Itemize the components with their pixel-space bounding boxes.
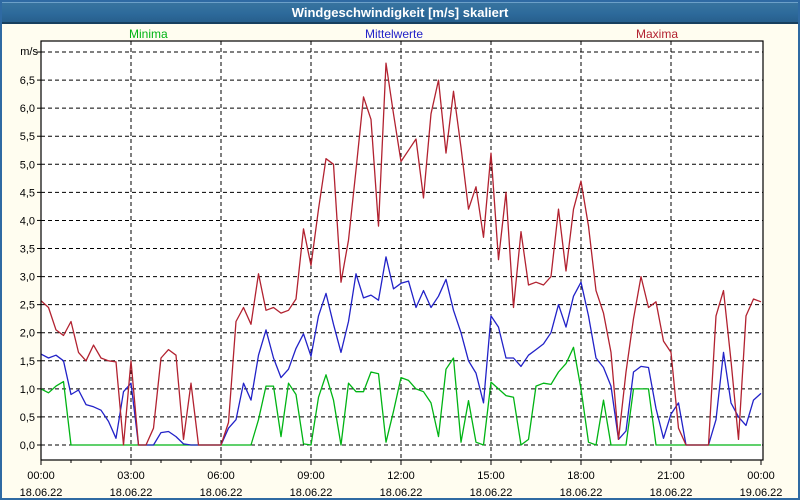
y-tick-label: 1,0 — [20, 384, 35, 396]
y-tick-label: 2,0 — [20, 328, 35, 340]
x-tick-time-label: 12:00 — [387, 470, 415, 482]
x-tick-date-label: 19.06.22 — [740, 487, 783, 499]
x-tick-time-label: 00:00 — [27, 470, 55, 482]
x-tick-time-label: 09:00 — [297, 470, 325, 482]
series-line-maxima — [40, 62, 762, 446]
x-tick-time-label: 21:00 — [657, 470, 685, 482]
y-tick-label: 3,5 — [20, 244, 35, 256]
y-tick-label: 0,0 — [20, 440, 35, 452]
y-tick-label: 3,0 — [20, 272, 35, 284]
x-tick-date-label: 18.06.22 — [560, 487, 603, 499]
legend-minima-label: Minima — [129, 27, 168, 41]
y-tick-label: 2,5 — [20, 300, 35, 312]
x-tick-date-label: 18.06.22 — [650, 487, 693, 499]
plot-area — [41, 41, 763, 460]
x-tick-date-label: 18.06.22 — [200, 487, 243, 499]
x-tick-time-label: 03:00 — [117, 470, 145, 482]
x-tick-time-label: 18:00 — [567, 470, 595, 482]
legend-mittelwerte-label: Mittelwerte — [365, 27, 424, 41]
x-tick-date-label: 18.06.22 — [110, 487, 153, 499]
plot-border — [40, 40, 764, 461]
title-bar: Windgeschwindigkeit [m/s] skaliert — [2, 2, 798, 24]
y-tick-label: 5,5 — [20, 131, 35, 143]
y-tick-label: 5,0 — [20, 159, 35, 171]
y-tick-label: 1,5 — [20, 356, 35, 368]
x-tick-time-label: 15:00 — [477, 470, 505, 482]
y-tick-label: 6,0 — [20, 103, 35, 115]
y-tick-label: 6,5 — [20, 75, 35, 87]
series-line-minima — [40, 346, 761, 446]
x-tick-date-label: 18.06.22 — [20, 487, 63, 499]
y-tick-label: 4,5 — [20, 187, 35, 199]
x-tick-time-label: 06:00 — [207, 470, 235, 482]
legend-maxima-label: Maxima — [636, 27, 679, 41]
page-title: Windgeschwindigkeit [m/s] skaliert — [291, 5, 509, 20]
series-line-mittelwerte — [40, 256, 762, 446]
y-tick-label: 0,5 — [20, 412, 35, 424]
x-tick-date-label: 18.06.22 — [470, 487, 513, 499]
x-tick-time-label: 00:00 — [747, 470, 775, 482]
x-tick-date-label: 18.06.22 — [290, 487, 333, 499]
y-tick-label: 4,0 — [20, 215, 35, 227]
y-axis-unit-label: m/s — [20, 46, 38, 58]
x-tick-date-label: 18.06.22 — [380, 487, 423, 499]
